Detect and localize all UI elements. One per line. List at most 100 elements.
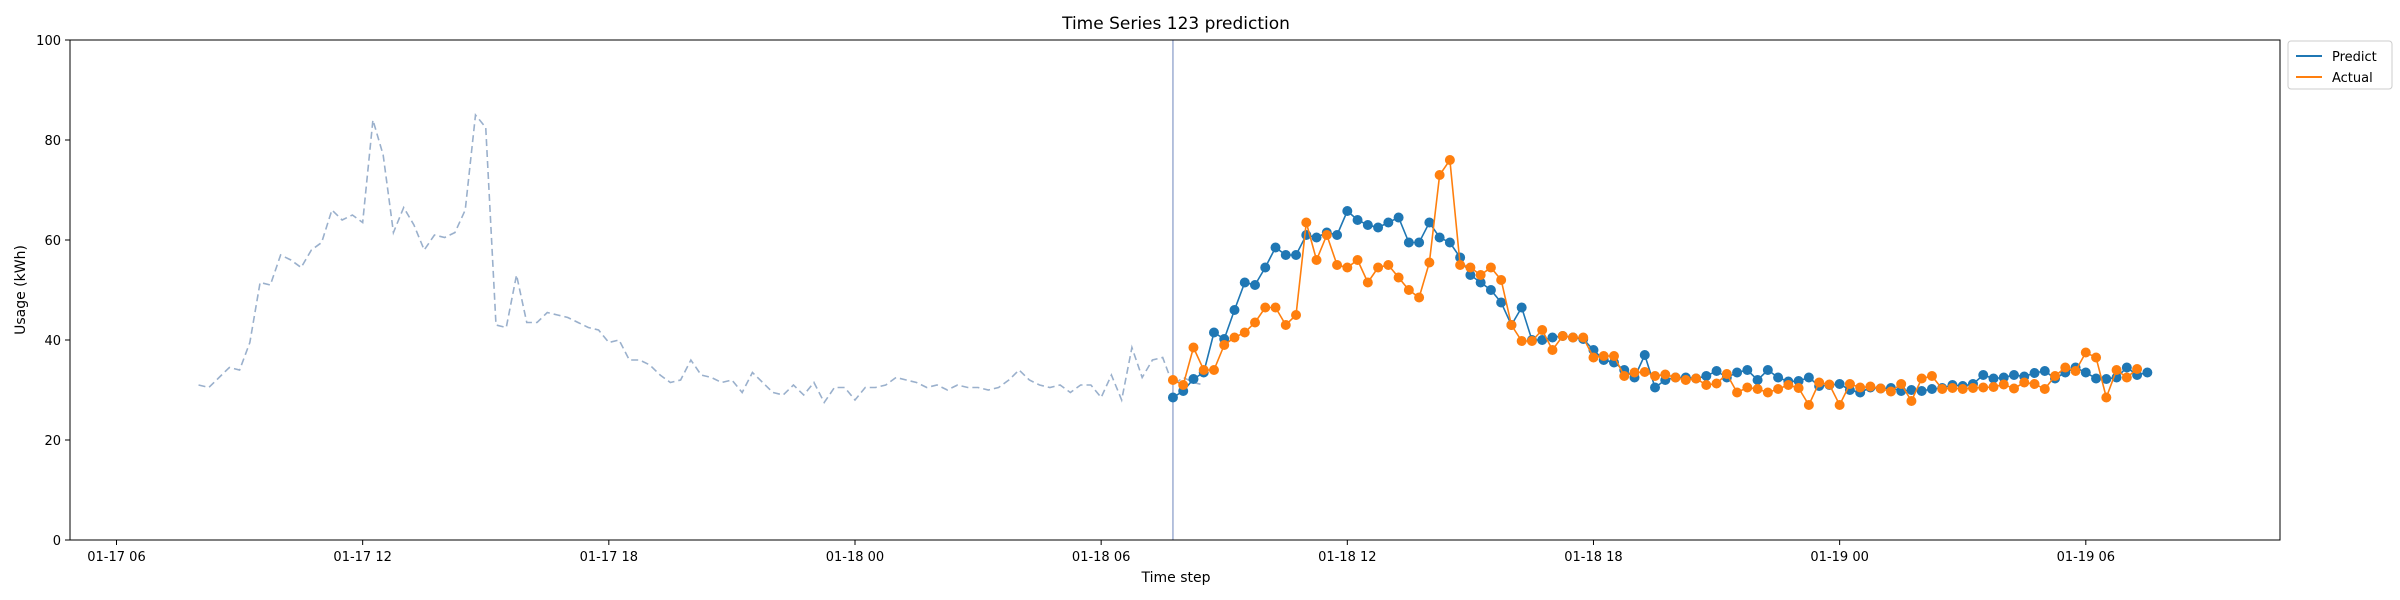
predict-point xyxy=(1403,237,1414,248)
actual-point xyxy=(1414,292,1425,303)
y-tick-label: 0 xyxy=(53,534,61,549)
actual-point xyxy=(1567,332,1578,343)
actual-point xyxy=(1547,345,1558,355)
actual-point xyxy=(1998,379,2009,390)
actual-point xyxy=(2091,352,2102,363)
actual-point xyxy=(1301,217,1312,228)
predict-point xyxy=(1906,385,1917,395)
actual-point xyxy=(1208,365,1219,375)
predict-point xyxy=(1444,237,1455,248)
actual-point xyxy=(1455,260,1466,270)
y-axis-label: Usage (kWh) xyxy=(13,245,29,335)
predict-point xyxy=(1342,206,1353,216)
predict-point xyxy=(1793,376,1804,386)
actual-point xyxy=(1403,285,1414,295)
predict-point xyxy=(2080,367,2091,378)
actual-point xyxy=(2019,377,2030,388)
actual-point xyxy=(2009,383,2020,394)
actual-point xyxy=(1834,400,1845,410)
predict-point xyxy=(1332,230,1343,240)
actual-point xyxy=(1629,367,1640,378)
predict-point xyxy=(1926,384,1937,394)
actual-point xyxy=(1188,342,1199,353)
actual-point xyxy=(1906,396,1917,406)
predict-point xyxy=(2039,366,2050,376)
actual-point xyxy=(1578,332,1589,343)
actual-point xyxy=(1342,262,1353,273)
predict-point xyxy=(1208,327,1219,338)
predict-point xyxy=(1485,285,1496,295)
predict-point xyxy=(1311,232,1322,243)
actual-point xyxy=(1506,320,1517,330)
series-actual xyxy=(1167,155,2143,410)
actual-point xyxy=(1978,382,1989,393)
chart-title: Time Series 123 prediction xyxy=(1061,14,1290,34)
x-tick-label: 01-17 12 xyxy=(333,550,391,565)
legend-predict-label: Predict xyxy=(2332,50,2377,65)
actual-point xyxy=(1516,336,1527,346)
actual-point xyxy=(1680,375,1691,385)
actual-point xyxy=(1167,375,1178,385)
actual-point xyxy=(1526,336,1537,346)
x-tick-label: 01-17 06 xyxy=(87,550,145,565)
predict-point xyxy=(1998,372,2009,383)
predict-point xyxy=(2101,374,2112,384)
actual-point xyxy=(1916,373,1927,384)
actual-point xyxy=(1814,377,1825,388)
y-tick-label: 40 xyxy=(44,334,61,349)
predict-point xyxy=(1762,365,1773,375)
predict-point xyxy=(1537,335,1548,345)
predict-point xyxy=(1260,262,1271,273)
predict-point xyxy=(1834,379,1845,389)
actual-point xyxy=(1742,382,1753,393)
actual-point xyxy=(2111,365,2122,375)
y-tick-label: 100 xyxy=(36,34,61,49)
actual-point xyxy=(2101,392,2112,403)
actual-point xyxy=(1198,365,1209,375)
actual-point xyxy=(1352,255,1363,265)
actual-point xyxy=(1291,310,1302,320)
actual-point xyxy=(1332,260,1343,270)
actual-point xyxy=(1803,400,1814,410)
actual-point xyxy=(2070,366,2081,376)
actual-point xyxy=(1660,369,1671,380)
actual-point xyxy=(1752,384,1763,394)
predict-point xyxy=(1362,220,1373,230)
predict-point xyxy=(1639,350,1650,360)
legend: Predict Actual xyxy=(2287,40,2393,90)
x-tick-label: 01-18 12 xyxy=(1318,550,1376,565)
actual-point xyxy=(2121,372,2132,383)
y-tick-label: 60 xyxy=(44,234,61,249)
actual-point xyxy=(2039,384,2050,394)
actual-point xyxy=(1701,380,1712,390)
x-axis: 01-17 06 01-17 12 01-17 18 01-18 00 01-18 06… xyxy=(87,540,2115,565)
actual-point xyxy=(1270,302,1281,313)
actual-point xyxy=(1691,373,1702,384)
actual-point xyxy=(1424,257,1435,268)
actual-point xyxy=(2060,362,2071,373)
actual-point xyxy=(1485,262,1496,273)
actual-point xyxy=(1926,371,1937,381)
actual-point xyxy=(2050,371,2061,381)
actual-point xyxy=(1937,384,1948,394)
history-line xyxy=(198,113,1204,405)
predict-point xyxy=(1239,277,1250,288)
predict-point xyxy=(1742,365,1753,375)
actual-point xyxy=(1321,230,1332,240)
actual-point xyxy=(1362,277,1373,288)
predict-point xyxy=(2121,362,2132,373)
predict-point xyxy=(1978,370,1989,380)
actual-point xyxy=(1588,352,1599,363)
actual-point xyxy=(2080,347,2091,358)
actual-point xyxy=(1598,351,1609,361)
y-tick-label: 20 xyxy=(44,434,61,449)
actual-point xyxy=(1947,383,1958,393)
actual-point xyxy=(1178,380,1189,390)
actual-point xyxy=(1537,325,1548,335)
plot-frame xyxy=(69,39,2281,541)
actual-point xyxy=(1783,380,1794,390)
predict-point xyxy=(1424,217,1435,228)
actual-point xyxy=(1855,382,1866,393)
